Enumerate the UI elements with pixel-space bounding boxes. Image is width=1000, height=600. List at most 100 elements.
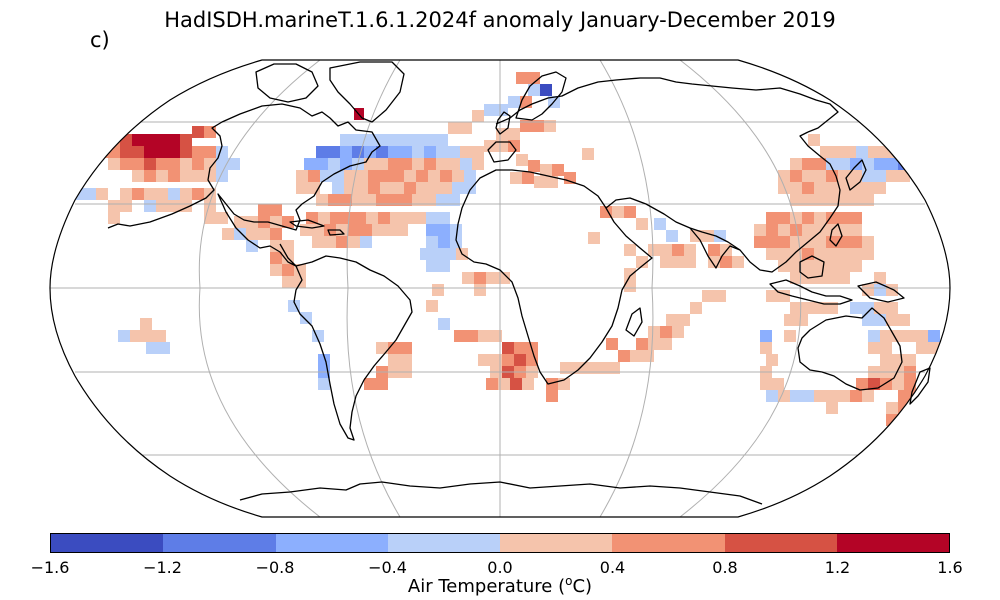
grid-cell — [850, 260, 862, 272]
grid-cell — [850, 182, 862, 194]
north-america-coast — [107, 103, 381, 267]
grid-cell — [766, 236, 778, 248]
grid-cell — [916, 342, 928, 354]
grid-cell — [364, 194, 376, 206]
grid-cell — [490, 330, 502, 342]
grid-cell — [766, 248, 778, 260]
grid-cell — [270, 264, 282, 276]
grid-cell — [790, 224, 802, 236]
grid-cell — [342, 212, 354, 224]
grid-cell — [520, 120, 532, 132]
colorbar-swatch — [612, 534, 725, 552]
grid-cell — [388, 354, 400, 366]
grid-cell — [352, 146, 364, 158]
grid-cell — [528, 84, 540, 96]
grid-cell — [388, 134, 400, 146]
colorbar-swatch — [500, 534, 613, 552]
grid-cell — [546, 378, 558, 390]
grid-cell — [300, 224, 312, 236]
colorbar-swatch — [836, 534, 949, 552]
grid-cell — [532, 120, 544, 132]
grid-cell — [862, 194, 874, 206]
grid-cell — [868, 146, 880, 158]
grid-cell — [790, 194, 802, 206]
grid-cell — [778, 182, 790, 194]
colorbar-label-unit: C) — [572, 576, 593, 597]
grid-cell — [928, 330, 940, 342]
grid-cell — [376, 194, 388, 206]
grid-cell — [526, 354, 538, 366]
grid-cell — [364, 158, 376, 170]
grid-cell — [432, 284, 444, 296]
colorbar-tick-label: 0.8 — [712, 558, 738, 577]
grid-cell — [892, 378, 904, 390]
grid-cell — [850, 302, 862, 314]
grid-cell — [440, 170, 452, 182]
grid-cell — [344, 170, 356, 182]
grid-cell — [378, 212, 390, 224]
grid-cell — [630, 350, 642, 362]
grid-cell — [426, 260, 438, 272]
grid-cell — [778, 390, 790, 402]
grid-cell — [142, 330, 154, 342]
grid-cell — [874, 182, 886, 194]
grid-cell — [490, 354, 502, 366]
grid-cell — [416, 170, 428, 182]
europe-coast — [495, 77, 839, 133]
grid-cell — [560, 362, 572, 374]
grid-cell — [886, 402, 898, 414]
grid-cell — [814, 302, 826, 314]
grid-cell — [838, 182, 850, 194]
grid-cell — [502, 354, 514, 366]
grid-cell — [204, 200, 216, 212]
grid-cell — [452, 182, 464, 194]
south-america-coast — [293, 255, 413, 441]
colorbar-swatch — [275, 534, 388, 552]
grid-cell — [874, 302, 886, 314]
grid-cell — [826, 212, 838, 224]
panel-label: c) — [90, 28, 110, 52]
grid-cell — [452, 170, 464, 182]
grid-cell — [234, 228, 246, 240]
grid-cell — [120, 200, 132, 212]
grid-cell — [814, 390, 826, 402]
grid-cell — [300, 312, 312, 324]
borneo-coast — [799, 255, 825, 279]
grid-cell — [222, 228, 234, 240]
grid-cell — [416, 182, 428, 194]
grid-cell — [690, 302, 702, 314]
grid-cell — [672, 244, 684, 256]
grid-cell — [438, 260, 450, 272]
grid-cell — [132, 146, 144, 158]
grid-cell — [838, 236, 850, 248]
grid-cell — [156, 188, 168, 200]
grid-cell — [368, 182, 380, 194]
grid-cell — [270, 240, 282, 252]
grid-cell — [438, 236, 450, 248]
grid-cell — [862, 390, 874, 402]
grid-cell — [282, 216, 294, 228]
grid-cell — [572, 362, 584, 374]
grid-cell — [192, 126, 204, 138]
grid-cell — [402, 212, 414, 224]
grid-cell — [258, 228, 270, 240]
new-guinea-coast — [857, 281, 905, 303]
colorbar-label: Air Temperature (oC) — [0, 574, 1000, 597]
grid-cell — [790, 212, 802, 224]
grid-cell — [642, 350, 654, 362]
grid-cell — [388, 194, 400, 206]
grid-cell — [862, 314, 874, 326]
grid-cell — [108, 134, 120, 146]
colorbar-label-sup: o — [565, 574, 573, 588]
grid-cell — [380, 182, 392, 194]
grid-cell — [886, 302, 898, 314]
grid-cell — [270, 204, 282, 216]
grid-cell — [826, 248, 838, 260]
grid-cell — [766, 224, 778, 236]
grid-cell — [826, 402, 838, 414]
grid-cell — [790, 236, 802, 248]
grid-cell — [760, 378, 772, 390]
grid-cell — [478, 354, 490, 366]
grid-cell — [474, 272, 486, 284]
